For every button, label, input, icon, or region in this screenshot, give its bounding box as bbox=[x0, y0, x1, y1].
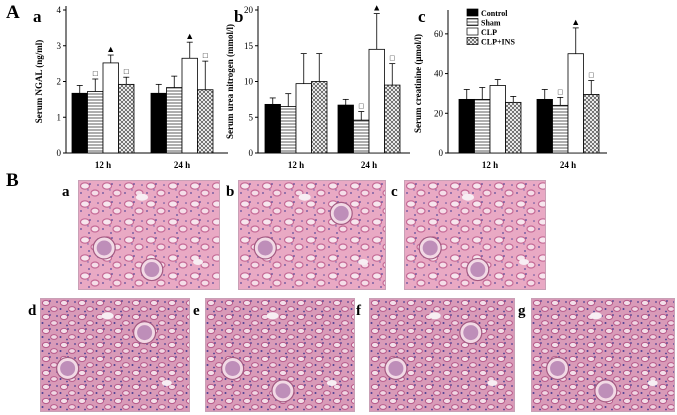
panel-letter: b bbox=[234, 7, 243, 26]
y-tick-label: 0 bbox=[439, 148, 444, 158]
bar-control bbox=[536, 98, 553, 154]
y-tick-label: 0 bbox=[249, 148, 254, 158]
legend-swatch bbox=[466, 8, 479, 17]
section-label-a: A bbox=[6, 2, 20, 23]
bar-control bbox=[458, 98, 475, 154]
chart-ngal: a 0 1 2 3 4 Serum NGAL (ng/ml) 12 h 24 h □ ▲ □ ▲ □ bbox=[33, 5, 228, 170]
bar-clp-ins bbox=[505, 101, 522, 154]
legend-label: CLP bbox=[481, 28, 497, 37]
bar-sham bbox=[474, 98, 491, 154]
micrograph-label-d: d bbox=[28, 303, 37, 319]
y-axis-label: Serum NGAL (ng/ml) bbox=[34, 40, 44, 124]
micrograph-label-a: a bbox=[62, 184, 70, 200]
x-tick-label: 24 h bbox=[174, 160, 190, 170]
micrograph-label-f: f bbox=[356, 303, 361, 319]
bar-clp bbox=[489, 85, 506, 154]
bar-clp-ins bbox=[118, 83, 135, 154]
significance-square: □ bbox=[558, 87, 563, 96]
x-tick-label: 12 h bbox=[482, 160, 498, 170]
panel-letter: a bbox=[33, 7, 42, 26]
y-tick-label: 40 bbox=[434, 69, 444, 79]
legend-swatch bbox=[466, 37, 479, 45]
section-label-b: B bbox=[6, 170, 19, 191]
bar-sham bbox=[166, 87, 183, 154]
micrograph-label-b: b bbox=[226, 184, 235, 200]
bar-clp bbox=[295, 83, 312, 154]
bar-clp bbox=[181, 57, 198, 154]
kidney-histology-image-e bbox=[205, 298, 355, 412]
bar-sham bbox=[353, 119, 370, 154]
bar-sham bbox=[280, 106, 297, 154]
legend-label: Control bbox=[481, 9, 508, 18]
y-tick-label: 20 bbox=[244, 5, 254, 15]
x-tick-label: 12 h bbox=[95, 160, 111, 170]
kidney-histology-image-d bbox=[40, 298, 190, 412]
bar-clp-ins bbox=[311, 81, 328, 154]
legend-label: Sham bbox=[481, 19, 501, 28]
y-axis-label: Serum urea nitrogen (mmol/l) bbox=[225, 24, 235, 139]
y-tick-label: 10 bbox=[244, 77, 254, 87]
x-tick-label: 24 h bbox=[361, 160, 377, 170]
bar-clp bbox=[102, 62, 119, 154]
significance-square: □ bbox=[589, 71, 594, 80]
y-tick-label: 1 bbox=[57, 112, 62, 122]
kidney-histology-image-c bbox=[404, 180, 546, 290]
significance-triangle: ▲ bbox=[571, 17, 580, 27]
bar-control bbox=[264, 103, 281, 154]
bar-clp-ins bbox=[384, 84, 401, 154]
bar-clp-ins bbox=[583, 94, 600, 154]
significance-triangle: ▲ bbox=[106, 44, 115, 54]
legend-swatch bbox=[466, 18, 479, 26]
bar-control bbox=[71, 92, 88, 154]
legend-swatch bbox=[466, 27, 479, 36]
bar-clp bbox=[567, 53, 584, 154]
micrograph-label-g: g bbox=[518, 303, 526, 319]
kidney-histology-image-a bbox=[78, 180, 220, 290]
kidney-histology-image-f bbox=[369, 298, 515, 412]
y-tick-label: 20 bbox=[434, 108, 444, 118]
panel-letter: c bbox=[418, 7, 426, 26]
y-tick-label: 15 bbox=[244, 41, 254, 51]
significance-square: □ bbox=[124, 67, 129, 76]
x-tick-label: 24 h bbox=[560, 160, 576, 170]
significance-triangle: ▲ bbox=[185, 31, 194, 41]
y-tick-label: 4 bbox=[57, 5, 62, 15]
y-axis-label: Serum creatinine (μmol/l) bbox=[413, 34, 423, 133]
significance-triangle: ▲ bbox=[372, 3, 381, 13]
y-tick-label: 5 bbox=[249, 112, 254, 122]
bar-sham bbox=[552, 104, 569, 154]
legend-label: CLP+INS bbox=[481, 38, 515, 47]
micrograph-label-c: c bbox=[391, 184, 398, 200]
bar-control bbox=[337, 104, 354, 154]
bar-clp-ins bbox=[197, 89, 214, 154]
chart-creatinine: c 0 20 40 60 Serum creatinine (μmol/l) 12 h 24 … bbox=[413, 7, 607, 170]
y-tick-label: 2 bbox=[57, 77, 62, 87]
x-tick-label: 12 h bbox=[288, 160, 304, 170]
significance-square: □ bbox=[390, 54, 395, 63]
significance-square: □ bbox=[359, 102, 364, 111]
y-tick-label: 3 bbox=[57, 41, 62, 51]
kidney-histology-image-g bbox=[531, 298, 675, 412]
significance-square: □ bbox=[203, 51, 208, 60]
significance-square: □ bbox=[93, 69, 98, 78]
kidney-histology-image-b bbox=[238, 180, 386, 290]
y-tick-label: 0 bbox=[57, 148, 62, 158]
bar-sham bbox=[87, 91, 104, 154]
chart-urea-nitrogen: b 0 5 10 15 20 Serum urea nitrogen (mmol/l) 12 … bbox=[225, 3, 410, 170]
y-tick-label: 60 bbox=[434, 29, 444, 39]
bar-clp bbox=[368, 48, 385, 154]
bar-control bbox=[150, 92, 167, 154]
micrograph-label-e: e bbox=[193, 303, 200, 319]
